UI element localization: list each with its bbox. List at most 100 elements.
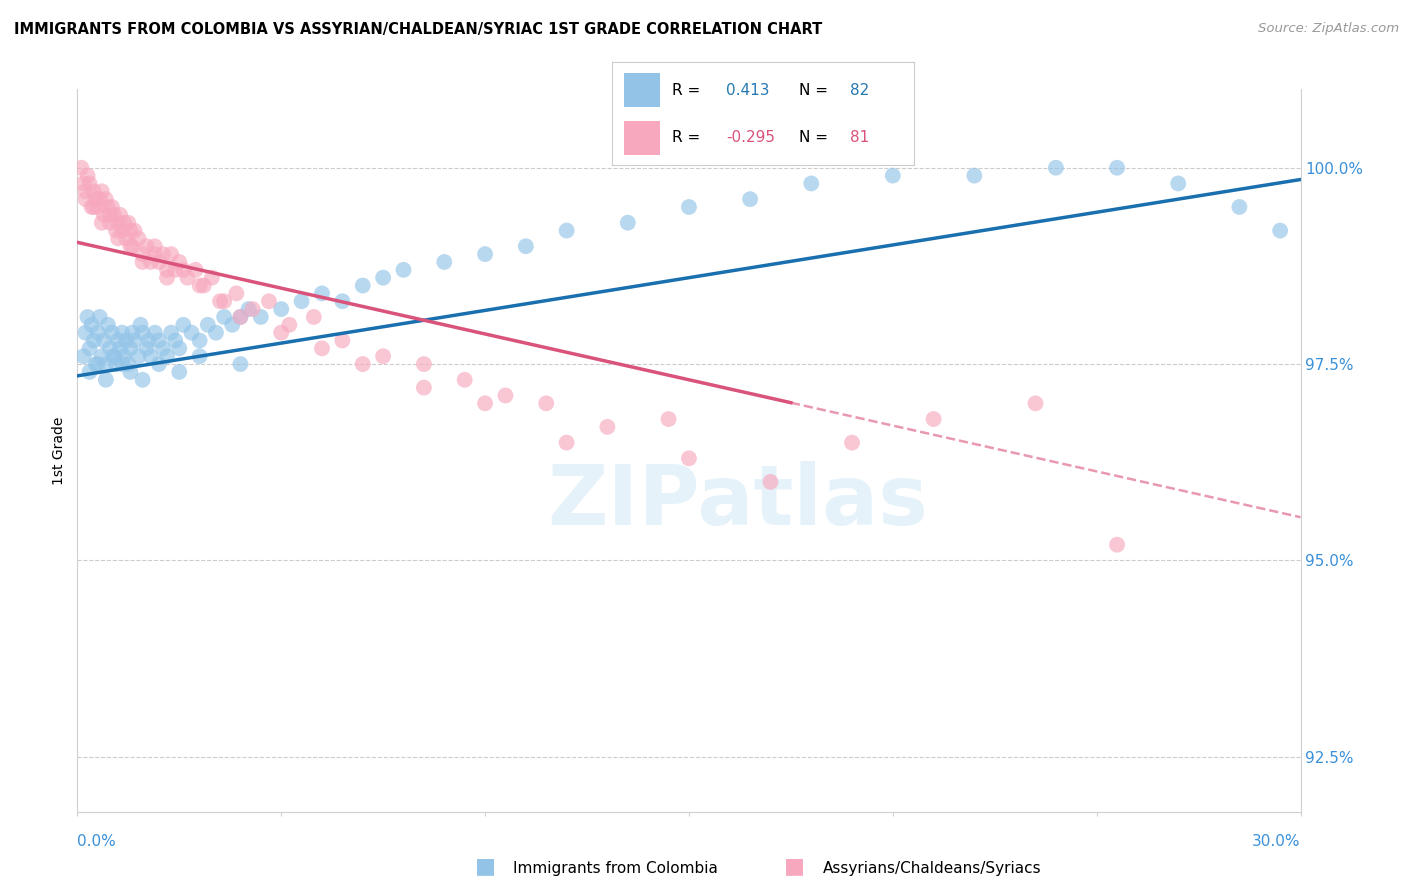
- Point: [139, 255, 162, 269]
- Point: [101, 200, 124, 214]
- Point: [413, 381, 436, 395]
- Point: [1229, 200, 1251, 214]
- Point: [83, 184, 105, 198]
- Point: [352, 357, 374, 371]
- Point: [156, 349, 179, 363]
- Bar: [624, 121, 659, 155]
- Point: [139, 349, 162, 363]
- Point: [121, 239, 143, 253]
- Point: [242, 302, 264, 317]
- Point: [1167, 177, 1189, 191]
- Point: [740, 192, 762, 206]
- Point: [84, 192, 107, 206]
- Y-axis label: 1st Grade: 1st Grade: [52, 417, 66, 484]
- Text: 81: 81: [851, 130, 870, 145]
- Point: [212, 310, 235, 324]
- Point: [108, 342, 131, 356]
- Point: [371, 270, 394, 285]
- Point: [678, 451, 700, 466]
- Point: [128, 349, 150, 363]
- Point: [101, 326, 124, 340]
- Point: [135, 342, 157, 356]
- Point: [922, 412, 945, 426]
- Point: [800, 177, 823, 191]
- Point: [124, 334, 146, 348]
- Point: [169, 365, 191, 379]
- Point: [678, 200, 700, 214]
- Point: [270, 326, 292, 340]
- Point: [188, 278, 211, 293]
- Point: [84, 357, 107, 371]
- Point: [117, 216, 139, 230]
- Point: [83, 334, 105, 348]
- Point: [111, 357, 134, 371]
- Point: [75, 192, 97, 206]
- Point: [302, 310, 325, 324]
- Point: [98, 216, 121, 230]
- Point: [93, 334, 115, 348]
- Point: [250, 310, 273, 324]
- Point: [270, 302, 292, 317]
- Point: [75, 184, 97, 198]
- Point: [474, 396, 496, 410]
- Text: ZIPatlas: ZIPatlas: [547, 460, 928, 541]
- Point: [90, 349, 112, 363]
- Point: [172, 318, 194, 332]
- Point: [131, 247, 153, 261]
- Point: [97, 200, 120, 214]
- Point: [94, 357, 117, 371]
- Text: N =: N =: [799, 83, 828, 97]
- Point: [257, 294, 280, 309]
- Point: [229, 310, 252, 324]
- Point: [882, 169, 904, 183]
- Point: [332, 334, 354, 348]
- Point: [474, 247, 496, 261]
- Point: [617, 216, 640, 230]
- Point: [201, 270, 224, 285]
- Point: [184, 263, 207, 277]
- Point: [79, 177, 101, 191]
- Text: R =: R =: [672, 83, 700, 97]
- Point: [117, 357, 139, 371]
- Point: [413, 357, 436, 371]
- Point: [129, 318, 152, 332]
- Point: [87, 200, 110, 214]
- Point: [291, 294, 314, 309]
- Text: R =: R =: [672, 130, 700, 145]
- Point: [278, 318, 301, 332]
- Point: [124, 223, 146, 237]
- Text: ■: ■: [475, 856, 495, 876]
- Point: [94, 373, 117, 387]
- Point: [169, 342, 191, 356]
- Point: [759, 475, 782, 489]
- Point: [165, 334, 187, 348]
- Point: [229, 357, 252, 371]
- Point: [352, 278, 374, 293]
- Point: [371, 349, 394, 363]
- Point: [120, 223, 142, 237]
- Point: [209, 294, 232, 309]
- Point: [98, 342, 121, 356]
- Point: [156, 270, 179, 285]
- Point: [97, 318, 120, 332]
- Point: [152, 342, 174, 356]
- Point: [121, 326, 143, 340]
- Point: [1107, 538, 1129, 552]
- Point: [76, 169, 98, 183]
- Point: [311, 342, 333, 356]
- Bar: [624, 73, 659, 106]
- Point: [143, 239, 166, 253]
- Point: [70, 161, 93, 175]
- Point: [72, 349, 94, 363]
- Point: [80, 200, 103, 214]
- Point: [841, 435, 863, 450]
- Point: [120, 342, 142, 356]
- Point: [131, 326, 153, 340]
- Point: [105, 357, 128, 371]
- Point: [555, 435, 578, 450]
- Point: [115, 334, 138, 348]
- Point: [188, 349, 211, 363]
- Point: [143, 247, 166, 261]
- Point: [103, 208, 125, 222]
- Point: [1107, 161, 1129, 175]
